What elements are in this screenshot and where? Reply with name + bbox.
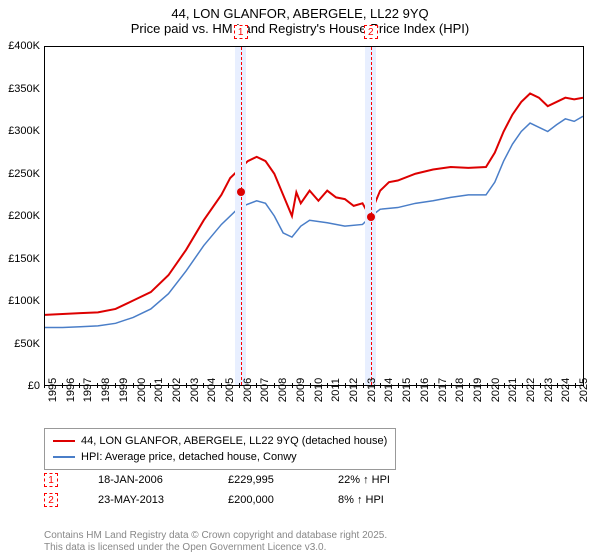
x-tick-label: 2021 — [507, 378, 519, 402]
y-tick-label: £0 — [28, 380, 40, 392]
sale-date: 23-MAY-2013 — [98, 490, 188, 510]
x-tick-label: 2010 — [313, 378, 325, 402]
series-line — [45, 116, 583, 327]
title-line2: Price paid vs. HM Land Registry's House … — [0, 21, 600, 36]
sale-date: 18-JAN-2006 — [98, 470, 188, 490]
x-tick-label: 1997 — [82, 378, 94, 402]
x-tick-label: 2013 — [366, 378, 378, 402]
title-line1: 44, LON GLANFOR, ABERGELE, LL22 9YQ — [0, 6, 600, 21]
footer-line2: This data is licensed under the Open Gov… — [44, 542, 387, 554]
legend-swatch — [53, 456, 75, 458]
x-tick-label: 2005 — [224, 378, 236, 402]
y-tick-label: £150K — [8, 253, 40, 265]
x-tick-label: 2020 — [490, 378, 502, 402]
legend-swatch — [53, 440, 75, 442]
x-tick-label: 2011 — [330, 378, 342, 402]
chart-svg — [45, 47, 583, 385]
x-tick-label: 1996 — [65, 378, 77, 402]
x-tick-label: 2019 — [472, 378, 484, 402]
y-tick-label: £250K — [8, 168, 40, 180]
x-tick-label: 2024 — [560, 378, 572, 402]
x-tick-label: 1998 — [100, 378, 112, 402]
sale-delta: 22% ↑ HPI — [338, 470, 418, 490]
legend: 44, LON GLANFOR, ABERGELE, LL22 9YQ (det… — [44, 428, 396, 470]
sale-point-dot — [237, 188, 245, 196]
footer-line1: Contains HM Land Registry data © Crown c… — [44, 530, 387, 542]
x-tick-label: 2022 — [525, 378, 537, 402]
x-tick-label: 2015 — [401, 378, 413, 402]
x-tick-label: 2012 — [348, 378, 360, 402]
x-tick-label: 1999 — [118, 378, 130, 402]
sale-price: £229,995 — [228, 470, 298, 490]
sale-row-marker: 2 — [44, 493, 58, 507]
x-tick-label: 2018 — [454, 378, 466, 402]
x-tick-label: 2016 — [419, 378, 431, 402]
x-axis: 1995199619971998199920002001200220032004… — [44, 388, 584, 428]
x-tick-label: 2007 — [259, 378, 271, 402]
chart-title: 44, LON GLANFOR, ABERGELE, LL22 9YQ Pric… — [0, 0, 600, 40]
x-tick-label: 2009 — [295, 378, 307, 402]
y-tick-label: £200K — [8, 210, 40, 222]
x-tick-label: 2001 — [153, 378, 165, 402]
y-tick-label: £400K — [8, 40, 40, 52]
sale-marker-line — [241, 47, 242, 385]
footer-attribution: Contains HM Land Registry data © Crown c… — [44, 530, 387, 554]
y-axis: £0£50K£100K£150K£200K£250K£300K£350K£400… — [0, 46, 42, 386]
sale-delta: 8% ↑ HPI — [338, 490, 418, 510]
x-tick-label: 2004 — [206, 378, 218, 402]
x-tick-label: 2025 — [578, 378, 590, 402]
sale-marker-label: 1 — [234, 25, 248, 39]
legend-label: HPI: Average price, detached house, Conw… — [81, 449, 297, 465]
sale-row-marker: 1 — [44, 473, 58, 487]
x-tick-label: 2023 — [543, 378, 555, 402]
legend-label: 44, LON GLANFOR, ABERGELE, LL22 9YQ (det… — [81, 433, 387, 449]
legend-item: 44, LON GLANFOR, ABERGELE, LL22 9YQ (det… — [53, 433, 387, 449]
legend-item: HPI: Average price, detached house, Conw… — [53, 449, 387, 465]
y-tick-label: £50K — [14, 338, 40, 350]
x-tick-label: 1995 — [47, 378, 59, 402]
x-tick-label: 2000 — [136, 378, 148, 402]
y-tick-label: £300K — [8, 125, 40, 137]
sale-point-dot — [367, 213, 375, 221]
sale-price: £200,000 — [228, 490, 298, 510]
y-tick-label: £100K — [8, 295, 40, 307]
sale-marker-label: 2 — [364, 25, 378, 39]
x-tick-label: 2003 — [189, 378, 201, 402]
sale-row: 2 23-MAY-2013 £200,000 8% ↑ HPI — [44, 490, 418, 510]
x-tick-label: 2008 — [277, 378, 289, 402]
sales-table: 1 18-JAN-2006 £229,995 22% ↑ HPI 2 23-MAY-201… — [44, 470, 418, 510]
x-tick-label: 2014 — [383, 378, 395, 402]
y-tick-label: £350K — [8, 83, 40, 95]
series-line — [45, 93, 583, 314]
x-tick-label: 2017 — [437, 378, 449, 402]
sale-row: 1 18-JAN-2006 £229,995 22% ↑ HPI — [44, 470, 418, 490]
chart-plot-area: 12 — [44, 46, 584, 386]
x-tick-label: 2006 — [242, 378, 254, 402]
x-tick-label: 2002 — [171, 378, 183, 402]
